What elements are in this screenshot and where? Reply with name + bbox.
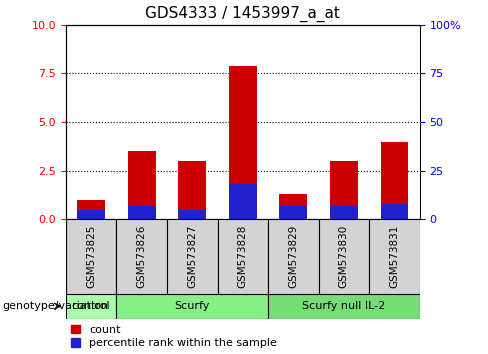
Bar xyxy=(66,294,117,319)
Bar xyxy=(218,219,268,294)
Bar xyxy=(369,219,420,294)
Legend: count, percentile rank within the sample: count, percentile rank within the sample xyxy=(71,325,277,348)
Bar xyxy=(66,219,117,294)
Text: GSM573826: GSM573826 xyxy=(137,225,147,289)
Bar xyxy=(280,206,307,219)
Bar xyxy=(178,161,206,219)
Bar xyxy=(319,219,369,294)
Title: GDS4333 / 1453997_a_at: GDS4333 / 1453997_a_at xyxy=(145,6,340,22)
Bar xyxy=(330,161,358,219)
Bar xyxy=(330,206,358,219)
Text: GSM573827: GSM573827 xyxy=(187,225,197,289)
Text: GSM573825: GSM573825 xyxy=(86,225,96,289)
Bar xyxy=(117,294,268,319)
Bar xyxy=(229,65,257,219)
Text: genotype/variation: genotype/variation xyxy=(2,301,108,311)
Text: GSM573828: GSM573828 xyxy=(238,225,248,289)
Bar xyxy=(268,294,420,319)
Bar xyxy=(167,219,218,294)
Text: control: control xyxy=(72,301,110,311)
Text: Scurfy: Scurfy xyxy=(175,301,210,311)
Bar xyxy=(229,184,257,219)
Bar xyxy=(77,200,105,219)
Bar xyxy=(128,152,156,219)
Text: Scurfy null IL-2: Scurfy null IL-2 xyxy=(302,301,386,311)
Text: GSM573831: GSM573831 xyxy=(389,225,399,289)
Bar xyxy=(77,210,105,219)
Bar xyxy=(280,194,307,219)
Bar xyxy=(178,210,206,219)
Text: GSM573829: GSM573829 xyxy=(288,225,298,289)
Bar xyxy=(381,142,408,219)
Bar xyxy=(268,219,319,294)
Text: GSM573830: GSM573830 xyxy=(339,225,349,288)
Bar xyxy=(128,206,156,219)
Bar xyxy=(381,204,408,219)
Bar xyxy=(117,219,167,294)
